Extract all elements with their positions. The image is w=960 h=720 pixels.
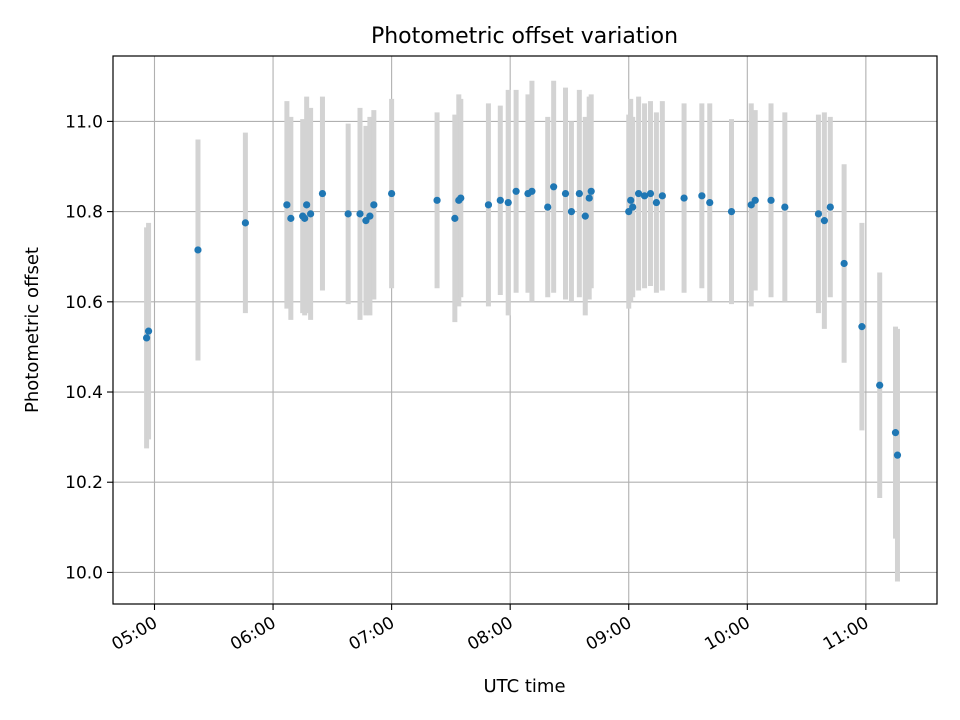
data-point [680, 194, 688, 202]
data-point [241, 219, 249, 227]
data-point [629, 203, 637, 211]
data-point [287, 214, 295, 222]
data-point [891, 429, 900, 437]
data-point [142, 334, 151, 342]
data-point [144, 327, 153, 335]
data-point [876, 381, 884, 389]
data-points [142, 183, 902, 459]
data-point [344, 210, 352, 218]
data-point [561, 189, 570, 198]
data-point [893, 451, 902, 459]
y-axis-label: Photometric offset [22, 247, 43, 413]
data-point [496, 196, 504, 204]
data-point [457, 194, 465, 202]
data-point [781, 203, 789, 211]
data-point [640, 192, 649, 200]
y-tick-label: 10.6 [65, 293, 103, 313]
x-axis-label: UTC time [483, 676, 565, 697]
data-point [366, 212, 374, 220]
data-point [858, 323, 866, 331]
data-point [318, 189, 327, 198]
data-point [550, 183, 558, 191]
data-point [388, 189, 396, 198]
y-tick-label: 11.0 [65, 112, 103, 132]
data-point [581, 212, 589, 220]
y-tick-label: 10.2 [65, 473, 103, 493]
y-tick-label: 10.4 [65, 383, 103, 403]
data-point [627, 196, 635, 204]
data-point [544, 203, 552, 211]
data-point [727, 208, 736, 216]
plot-frame [112, 55, 938, 605]
data-point [652, 198, 661, 207]
data-point [587, 187, 595, 195]
data-point [433, 196, 441, 204]
data-point [698, 192, 706, 200]
data-point [706, 198, 714, 207]
data-point [504, 198, 512, 207]
data-point [646, 189, 655, 198]
data-point [370, 201, 378, 209]
y-axis-ticks: 10.0 10.2 10.4 10.6 10.8 11.0 [65, 112, 113, 583]
data-point [307, 210, 315, 218]
grid [113, 56, 937, 604]
data-point [301, 214, 309, 222]
chart-title: Photometric offset variation [371, 24, 678, 49]
data-point [826, 203, 834, 211]
data-point [484, 201, 493, 209]
data-point [283, 201, 291, 209]
data-point [635, 189, 643, 198]
data-point [303, 201, 311, 209]
data-point [575, 189, 583, 198]
data-point [356, 210, 364, 218]
y-tick-label: 10.8 [65, 203, 103, 223]
data-point [567, 208, 576, 216]
data-point [840, 259, 848, 268]
data-point [585, 194, 593, 202]
data-point [194, 246, 202, 254]
data-point [814, 210, 823, 218]
data-point [528, 187, 536, 195]
data-point [820, 217, 828, 225]
data-point [767, 196, 775, 204]
y-tick-label: 10.0 [65, 563, 103, 583]
data-point [658, 192, 666, 200]
data-point [512, 187, 520, 195]
data-point [751, 196, 759, 204]
data-point [451, 214, 459, 222]
